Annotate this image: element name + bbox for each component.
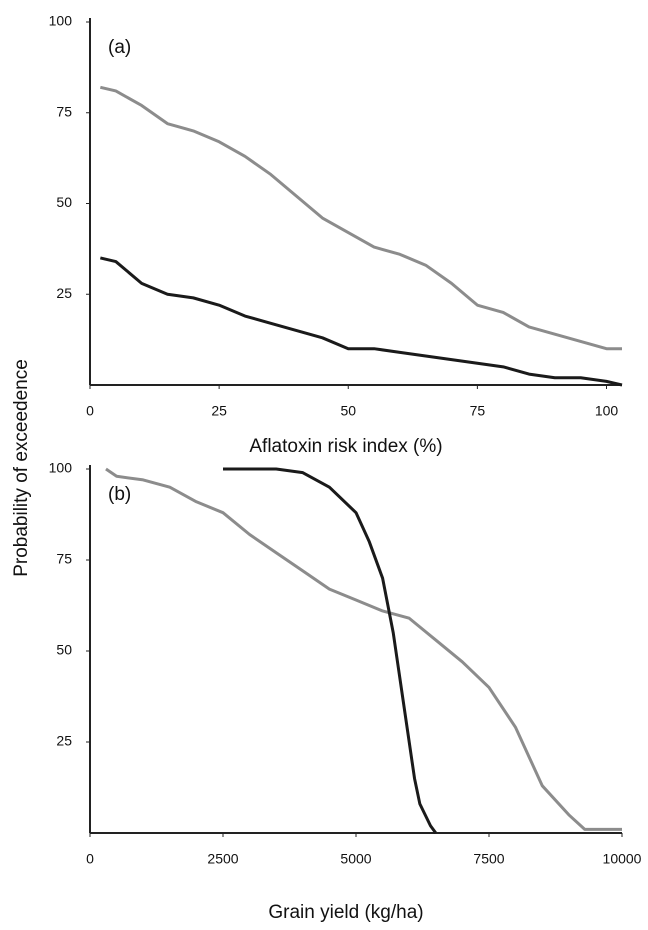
series-line (105, 467, 622, 831)
y-tick-label: 100 (49, 13, 73, 29)
x-tick-label: 50 (340, 403, 356, 419)
y-tick-label: 75 (56, 103, 72, 119)
x-tick-label: 7500 (473, 851, 504, 867)
x-tick-label: 10000 (603, 851, 642, 867)
y-tick-label: 50 (56, 642, 72, 658)
panel-label: (a) (108, 37, 131, 58)
x-axis-label: Aflatoxin risk index (%) (249, 436, 442, 457)
x-tick-label: 0 (86, 851, 94, 867)
x-tick-label: 25 (211, 403, 227, 419)
y-tick-label: 100 (49, 460, 73, 476)
x-tick-label: 2500 (207, 851, 238, 867)
y-axis-label: Probability of exceedence (11, 359, 32, 577)
y-tick-label: 25 (56, 733, 72, 749)
x-tick-label: 0 (86, 403, 94, 419)
y-tick-label: 25 (56, 285, 72, 301)
x-axis-label: Grain yield (kg/ha) (268, 902, 423, 923)
series-line (99, 256, 623, 387)
y-tick-label: 50 (56, 194, 72, 210)
x-tick-label: 100 (595, 403, 619, 419)
y-tick-label: 75 (56, 551, 72, 567)
panel-label: (b) (108, 484, 131, 505)
series-line (99, 85, 622, 351)
x-tick-label: 5000 (340, 851, 371, 867)
x-tick-label: 75 (470, 403, 486, 419)
series-line (223, 467, 438, 834)
